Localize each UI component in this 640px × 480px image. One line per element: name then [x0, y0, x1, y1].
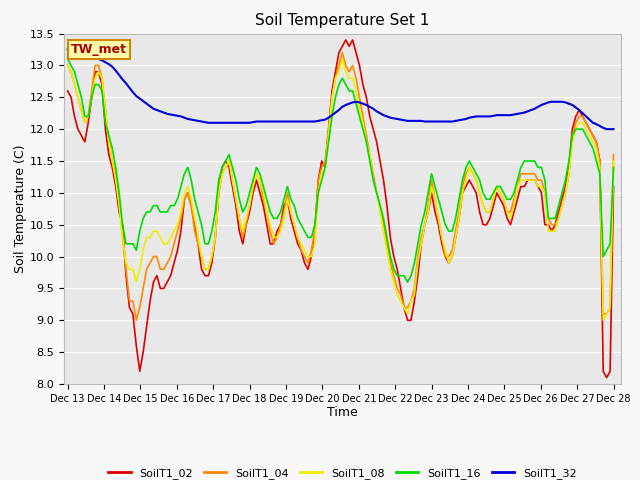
- SoilT1_08: [513, 184, 521, 190]
- SoilT1_08: [421, 222, 429, 228]
- SoilT1_16: [218, 165, 226, 170]
- SoilT1_32: [603, 126, 611, 132]
- SoilT1_02: [421, 222, 429, 228]
- SoilT1_02: [342, 37, 349, 43]
- SoilT1_04: [132, 317, 140, 323]
- Line: SoilT1_32: SoilT1_32: [68, 49, 614, 129]
- SoilT1_08: [339, 56, 346, 62]
- SoilT1_16: [421, 209, 429, 215]
- SoilT1_02: [603, 375, 611, 381]
- SoilT1_16: [173, 196, 181, 202]
- Text: TW_met: TW_met: [71, 43, 127, 56]
- SoilT1_08: [369, 177, 377, 183]
- SoilT1_04: [610, 152, 618, 157]
- Line: SoilT1_16: SoilT1_16: [68, 59, 614, 282]
- SoilT1_02: [173, 247, 181, 253]
- SoilT1_32: [510, 112, 518, 118]
- SoilT1_04: [177, 216, 185, 221]
- SoilT1_16: [513, 177, 521, 183]
- SoilT1_32: [610, 126, 618, 132]
- SoilT1_04: [221, 165, 229, 170]
- SoilT1_08: [610, 158, 618, 164]
- SoilT1_16: [610, 165, 618, 170]
- SoilT1_32: [64, 47, 72, 52]
- X-axis label: Time: Time: [327, 407, 358, 420]
- Line: SoilT1_04: SoilT1_04: [68, 53, 614, 320]
- SoilT1_02: [218, 165, 226, 170]
- SoilT1_16: [366, 158, 374, 164]
- SoilT1_16: [586, 139, 593, 145]
- Line: SoilT1_08: SoilT1_08: [68, 59, 614, 320]
- SoilT1_04: [589, 132, 596, 138]
- SoilT1_08: [600, 317, 607, 323]
- SoilT1_08: [586, 132, 593, 138]
- SoilT1_04: [64, 62, 72, 68]
- Y-axis label: Soil Temperature (C): Soil Temperature (C): [13, 144, 27, 273]
- SoilT1_16: [404, 279, 412, 285]
- SoilT1_08: [64, 62, 72, 68]
- SoilT1_02: [586, 126, 593, 132]
- SoilT1_08: [218, 171, 226, 177]
- Line: SoilT1_02: SoilT1_02: [68, 40, 614, 378]
- SoilT1_04: [517, 171, 525, 177]
- SoilT1_02: [369, 126, 377, 132]
- SoilT1_32: [218, 120, 226, 126]
- SoilT1_02: [64, 88, 72, 94]
- SoilT1_32: [366, 104, 374, 110]
- SoilT1_04: [339, 50, 346, 56]
- SoilT1_32: [173, 113, 181, 119]
- SoilT1_04: [424, 203, 432, 208]
- SoilT1_02: [610, 184, 618, 190]
- SoilT1_02: [513, 196, 521, 202]
- SoilT1_08: [173, 222, 181, 228]
- SoilT1_04: [372, 190, 380, 196]
- Title: Soil Temperature Set 1: Soil Temperature Set 1: [255, 13, 429, 28]
- SoilT1_32: [582, 114, 590, 120]
- SoilT1_32: [417, 118, 425, 124]
- Legend: SoilT1_02, SoilT1_04, SoilT1_08, SoilT1_16, SoilT1_32: SoilT1_02, SoilT1_04, SoilT1_08, SoilT1_…: [104, 464, 581, 480]
- SoilT1_16: [64, 56, 72, 62]
